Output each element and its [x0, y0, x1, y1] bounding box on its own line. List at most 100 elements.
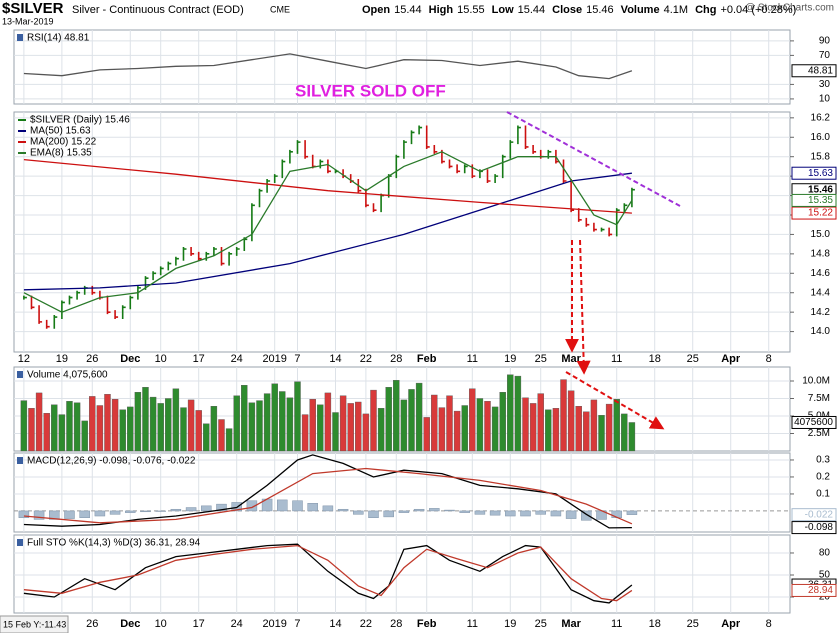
- legend-label: $SILVER (Daily) 15.46: [30, 115, 130, 126]
- y-tick-label: 10: [819, 94, 831, 105]
- series-line: [23, 151, 633, 313]
- price-bar: [281, 159, 286, 179]
- quote-label: Close: [552, 4, 582, 16]
- volume-bar: [575, 406, 582, 452]
- histogram-bar: [109, 510, 121, 515]
- volume-bar: [590, 399, 598, 452]
- title-swatch: [17, 371, 23, 378]
- volume-bar: [362, 413, 370, 452]
- volume-bar: [560, 379, 567, 452]
- volume-bar: [241, 385, 248, 452]
- x-tick-label: 26: [86, 353, 98, 365]
- histogram-bar: [474, 510, 486, 515]
- histogram-bar: [94, 510, 106, 517]
- annotation: SILVER SOLD OFF: [295, 81, 446, 100]
- price-bar: [494, 174, 499, 183]
- x-tick-label: 8: [766, 618, 772, 630]
- legend-label: MA(50) 15.63: [30, 126, 91, 137]
- volume-bar: [58, 414, 66, 452]
- volume-bar: [279, 391, 286, 452]
- last-value-label: 15.22: [808, 208, 833, 219]
- price-bar: [61, 300, 65, 320]
- price-bar: [197, 251, 202, 261]
- x-tick-label: 19: [504, 618, 516, 630]
- last-value-box: [791, 521, 837, 535]
- volume-bar: [499, 392, 506, 452]
- x-tick-label: 25: [687, 353, 699, 365]
- price-bar: [23, 295, 27, 300]
- price-bar: [190, 247, 195, 256]
- x-tick-label: 22: [360, 353, 372, 365]
- volume-bar: [605, 403, 613, 452]
- volume-bar: [20, 400, 28, 452]
- volume-bar: [400, 399, 408, 452]
- x-tick-label: 11: [611, 618, 622, 630]
- y-tick-label: 70: [819, 50, 831, 61]
- histogram-bar: [337, 508, 349, 512]
- x-tick-label: 26: [86, 618, 98, 630]
- volume-bar: [324, 392, 332, 452]
- quote-value: 15.44: [394, 4, 422, 16]
- histogram-bar: [520, 510, 531, 517]
- volume-bar: [491, 406, 499, 452]
- histogram-bar: [33, 510, 45, 520]
- volume-bar: [271, 383, 278, 452]
- x-tick-label: 14: [329, 353, 341, 365]
- price-bar: [45, 319, 50, 329]
- price-bar: [365, 188, 369, 208]
- volume-bar: [461, 405, 468, 452]
- x-tick-label: 25: [535, 618, 547, 630]
- x-tick-label: 22: [360, 618, 372, 630]
- histogram-bar: [368, 510, 379, 518]
- volume-bar: [514, 375, 522, 452]
- x-tick-label: Mar: [561, 618, 581, 630]
- x-tick-label: 11: [611, 353, 622, 365]
- last-value-label: 15.46: [808, 184, 833, 195]
- price-bar: [76, 290, 81, 300]
- histogram-bar: [246, 500, 258, 512]
- price-bar: [114, 310, 119, 320]
- price-bar: [91, 285, 96, 295]
- volume-bar: [309, 399, 316, 452]
- last-value-label: -0.098: [805, 522, 834, 533]
- last-value-label: -0.022: [805, 509, 834, 520]
- volume-bar: [347, 403, 354, 452]
- y-tick-label: 20: [819, 592, 831, 603]
- price-bar: [501, 154, 506, 179]
- x-tick-label: Mar: [561, 353, 581, 365]
- volume-bar: [598, 415, 605, 452]
- histogram-bar: [170, 508, 182, 512]
- histogram-bar: [489, 510, 501, 516]
- price-bar: [532, 144, 537, 154]
- x-tick-label: 2019: [262, 618, 286, 630]
- histogram-bar: [459, 510, 470, 513]
- price-bar: [167, 261, 172, 271]
- volume-bar: [256, 400, 263, 452]
- histogram-bar: [125, 510, 136, 513]
- volume-bar: [210, 406, 218, 452]
- last-value-box: [791, 583, 837, 597]
- y-tick-label: 80: [819, 548, 831, 559]
- series-line: [23, 172, 632, 291]
- y-tick-label: 14.8: [811, 249, 831, 260]
- trend-line: [506, 111, 681, 207]
- x-tick-label: 25: [535, 353, 547, 365]
- price-bar: [562, 159, 567, 183]
- histogram-bar: [322, 505, 334, 512]
- x-tick-label: Feb: [417, 353, 437, 365]
- price-bar: [205, 251, 210, 261]
- series-line: [23, 53, 633, 80]
- volume-bar: [73, 402, 81, 452]
- volume-bar: [545, 409, 552, 452]
- volume-bar: [119, 409, 126, 452]
- volume-bar: [537, 393, 544, 452]
- histogram-bar: [277, 499, 288, 512]
- histogram-bar: [18, 510, 30, 518]
- price-bar: [418, 125, 423, 135]
- volume-bar: [469, 388, 476, 452]
- volume-bar: [446, 395, 453, 452]
- histogram-bar: [155, 510, 166, 512]
- volume-bar: [423, 417, 430, 452]
- volume-bar: [286, 397, 294, 452]
- last-value-label: 48.81: [808, 65, 833, 76]
